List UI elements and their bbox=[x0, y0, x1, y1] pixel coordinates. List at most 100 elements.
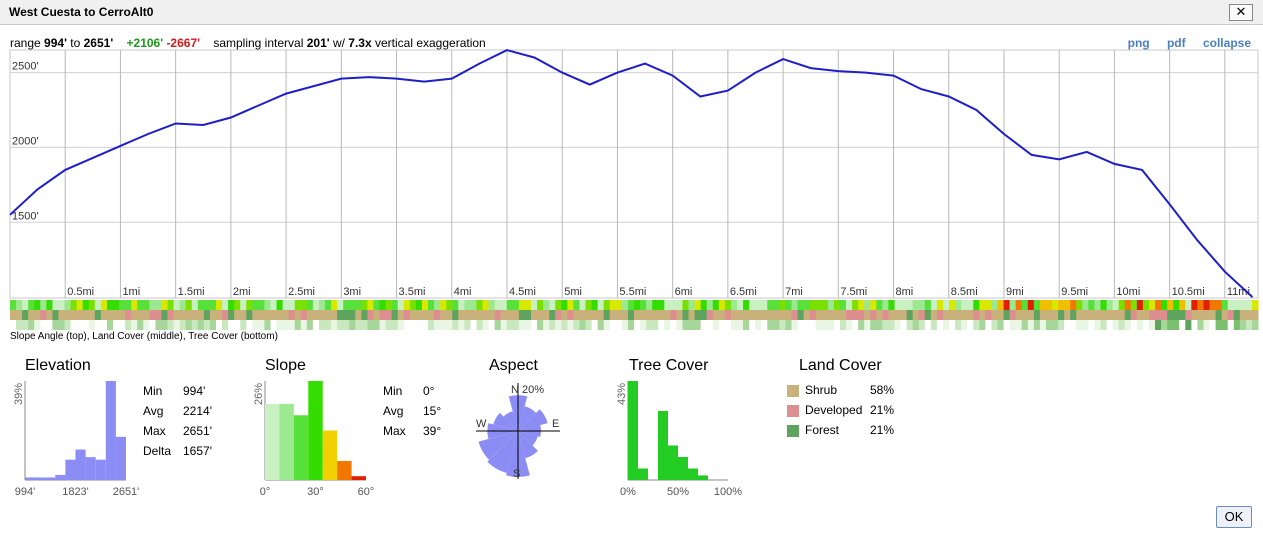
tree-cover-band-cell bbox=[1003, 320, 1011, 330]
x-tick-label: 5.5mi bbox=[619, 286, 646, 298]
tree-cover-band-cell bbox=[882, 320, 889, 330]
land-cover-band-cell bbox=[912, 310, 920, 320]
slope-band-cell bbox=[1021, 300, 1029, 310]
land-cover-band-cell bbox=[779, 310, 786, 320]
slope-band-cell bbox=[773, 300, 780, 310]
land-cover-band-cell bbox=[464, 310, 471, 320]
tree-cover-band-cell bbox=[640, 320, 647, 330]
slope-band-cell bbox=[876, 300, 883, 310]
tree-cover-band-cell bbox=[973, 320, 980, 330]
land-cover-band-cell bbox=[167, 310, 175, 320]
png-link[interactable]: png bbox=[1127, 36, 1150, 50]
tree-cover-band-cell bbox=[512, 320, 520, 330]
slope-band-cell bbox=[979, 300, 986, 310]
slope-band-cell bbox=[936, 300, 944, 310]
aspect-direction-label: S bbox=[513, 468, 520, 480]
slope-band-cell bbox=[349, 300, 356, 310]
land-cover-band-cell bbox=[385, 310, 393, 320]
hist-bar bbox=[75, 449, 86, 480]
land-cover-band-cell bbox=[791, 310, 799, 320]
tree-cover-band-cell bbox=[1064, 320, 1071, 330]
aspect-direction-label: N bbox=[511, 384, 519, 396]
land-cover-band-cell bbox=[755, 310, 762, 320]
slope-avg-label: Avg bbox=[383, 404, 404, 418]
slope-band-cell bbox=[658, 300, 665, 310]
slope-band-cell bbox=[991, 300, 998, 310]
land-cover-band-cell bbox=[1221, 310, 1229, 320]
tree-cover-band-cell bbox=[743, 320, 750, 330]
slope-band-cell bbox=[82, 300, 90, 310]
tree-cover-band-cell bbox=[621, 320, 629, 330]
slope-band-cell bbox=[270, 300, 278, 310]
tree-cover-band-cell bbox=[125, 320, 132, 330]
land-cover-band-cell bbox=[64, 310, 72, 320]
tree-cover-band-cell bbox=[415, 320, 423, 330]
land-cover-band-cell bbox=[585, 310, 593, 320]
tree-cover-band-cell bbox=[1161, 320, 1168, 330]
land-cover-band-cell bbox=[773, 310, 780, 320]
slope-band-cell bbox=[821, 300, 829, 310]
elevation-profile-chart[interactable]: 1500' 2000' 2500' 0.5mi 1mi 1.5mi 2mi 2.5mi 3mi 3… bbox=[0, 45, 1263, 345]
x-tick-label: 2mi bbox=[233, 286, 251, 298]
land-cover-band-cell bbox=[997, 310, 1005, 320]
slope-band-cell bbox=[1148, 300, 1156, 310]
land-cover-band-cell bbox=[918, 310, 926, 320]
tree-cover-band-cell bbox=[234, 320, 241, 330]
slope-min-label: Min bbox=[383, 384, 403, 398]
tree-cover-band-cell bbox=[906, 320, 914, 330]
tree-cover-band-cell bbox=[573, 320, 580, 330]
tree-cover-band-cell bbox=[1227, 320, 1235, 330]
tree-cover-band-cell bbox=[694, 320, 702, 330]
tree-cover-band-cell bbox=[1136, 320, 1144, 330]
land-cover-band-cell bbox=[173, 310, 181, 320]
collapse-link[interactable]: collapse bbox=[1202, 36, 1251, 50]
slope-band-cell bbox=[791, 300, 799, 310]
land-cover-band-cell bbox=[264, 310, 272, 320]
slope-band-cell bbox=[434, 300, 441, 310]
land-cover-band-cell bbox=[688, 310, 696, 320]
slope-band-cell bbox=[1221, 300, 1229, 310]
tree-cover-band-cell bbox=[1179, 320, 1186, 330]
slope-band-cell bbox=[779, 300, 786, 310]
slope-band-cell bbox=[155, 300, 162, 310]
tree-cover-band-cell bbox=[985, 320, 992, 330]
slope-band-cell bbox=[1015, 300, 1023, 310]
tree-cover-band-cell bbox=[1070, 320, 1077, 330]
slope-band-cell bbox=[997, 300, 1005, 310]
land-cover-band-cell bbox=[276, 310, 284, 320]
elevation-histogram: 39% 994' 1823' 2651' bbox=[13, 381, 139, 498]
slope-band-cell bbox=[1191, 300, 1198, 310]
tree-cover-band-cell bbox=[10, 320, 17, 330]
tree-cover-band-cell bbox=[864, 320, 871, 330]
x-tick-label: 3mi bbox=[343, 286, 361, 298]
tree-cover-band-cell bbox=[918, 320, 926, 330]
land-cover-band-cell bbox=[1039, 310, 1047, 320]
slope-band-cell bbox=[343, 300, 350, 310]
tree-cover-band-cell bbox=[355, 320, 362, 330]
tree-cover-band-cell bbox=[82, 320, 90, 330]
slope-band-cell bbox=[1106, 300, 1114, 310]
land-cover-band-cell bbox=[785, 310, 793, 320]
close-button[interactable]: ✕ bbox=[1229, 4, 1253, 21]
slope-band-cell bbox=[700, 300, 708, 310]
pdf-link[interactable]: pdf bbox=[1166, 36, 1186, 50]
land-cover-band-cell bbox=[567, 310, 574, 320]
ok-button[interactable]: OK bbox=[1216, 506, 1252, 528]
tree-cover-band-cell bbox=[46, 320, 53, 330]
land-cover-band-cell bbox=[561, 310, 568, 320]
slope-band-cell bbox=[506, 300, 514, 310]
slope-band-cell bbox=[355, 300, 362, 310]
slope-band-cell bbox=[815, 300, 823, 310]
slope-band-cell bbox=[1233, 300, 1241, 310]
slope-band-cell bbox=[1227, 300, 1235, 310]
land-cover-band-cell bbox=[343, 310, 350, 320]
slope-band-cell bbox=[755, 300, 762, 310]
elevation-gain: +2106' bbox=[126, 36, 164, 50]
land-cover-band-cell bbox=[252, 310, 259, 320]
slope-band-cell bbox=[106, 300, 114, 310]
tree-cover-band-cell bbox=[852, 320, 859, 330]
slope-band-cell bbox=[730, 300, 738, 310]
slope-band-cell bbox=[694, 300, 702, 310]
land-cover-band-cell bbox=[312, 310, 320, 320]
slope-band-cell bbox=[197, 300, 205, 310]
